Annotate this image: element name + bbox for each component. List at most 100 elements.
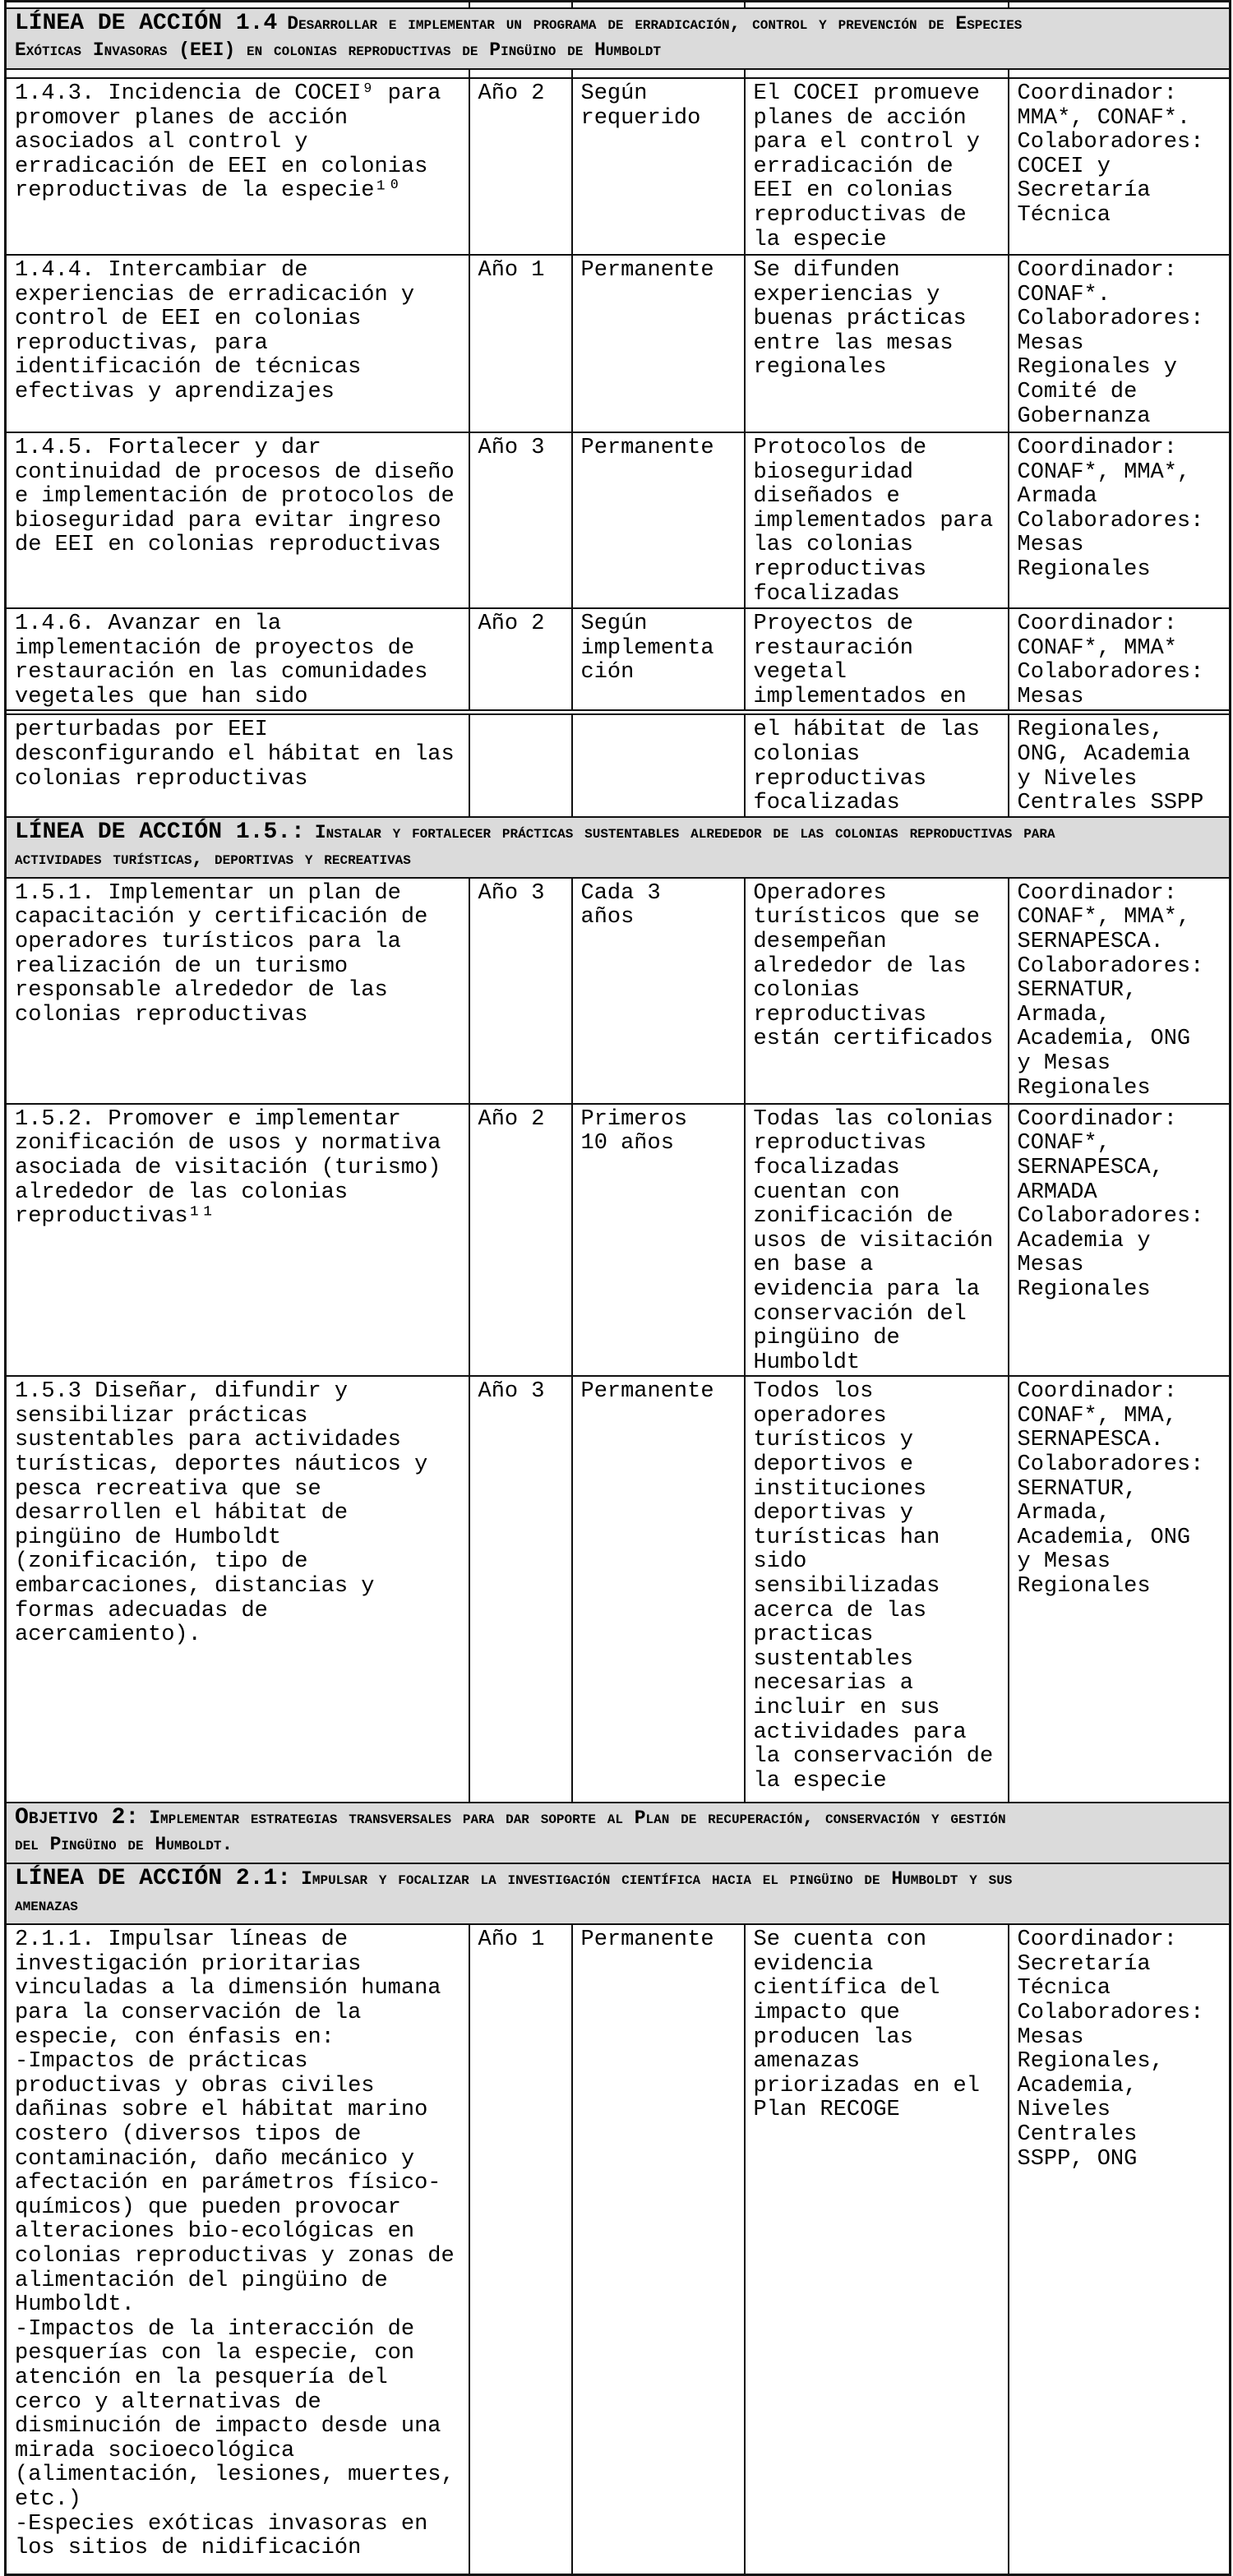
table-row-1-4-5: 1.4.5. Fortalecer y dar continuidad de p… <box>4 432 1231 609</box>
cell-responsible: Coordinador: Secretaría Técnica Colabora… <box>1007 1923 1231 2576</box>
action-text: perturbadas por EEI desconfigurando el h… <box>15 718 455 792</box>
action-text: 1.5.2. Promover e implementar zonificaci… <box>15 1106 441 1230</box>
indicator-text: el hábitat de las colonias reproductivas… <box>753 718 980 816</box>
frequency-text: Permanente <box>580 436 714 460</box>
indicator-text: El COCEI promueve planes de acción para … <box>753 81 980 252</box>
cell-action: 2.1.1. Impulsar líneas de investigación … <box>4 1923 470 2576</box>
cell-frequency: Según requerido <box>570 77 746 256</box>
table-row-1-4-4: 1.4.4. Intercambiar de experiencias de e… <box>4 254 1231 433</box>
year-text: Año 3 <box>478 436 545 460</box>
action-text: 1.4.5. Fortalecer y dar continuidad de p… <box>15 436 455 558</box>
section-header-prefix: LÍNEA DE ACCIÓN 2.1: <box>15 1866 292 1892</box>
cell-indicator: Se cuenta con evidencia científica del i… <box>743 1923 1009 2576</box>
section-header-row-linea-1-4: LÍNEA DE ACCIÓN 1.4 Desarrollar e impleme… <box>4 7 1231 70</box>
empty-cell <box>743 68 1009 79</box>
cell-responsible: Regionales, ONG, Academia y Niveles Cent… <box>1007 713 1231 818</box>
table-row-1-5-2: 1.5.2. Promover e implementar zonificaci… <box>4 1102 1231 1378</box>
frequency-text: Permanente <box>580 1379 714 1405</box>
section-header-cell: LÍNEA DE ACCIÓN 1.4 Desarrollar e impleme… <box>4 7 1231 70</box>
cell-year <box>468 713 573 818</box>
table-row-1-5-3: 1.5.3 Diseñar, difundir y sensibilizar p… <box>4 1375 1231 1804</box>
section-header-title: Instalar y fortalecer prácticas sustenta… <box>15 821 1055 870</box>
action-text: 1.4.4. Intercambiar de experiencias de e… <box>15 258 415 404</box>
action-text: 1.5.3 Diseñar, difundir y sensibilizar p… <box>15 1379 428 1648</box>
cell-frequency: Permanente <box>570 1375 746 1804</box>
frequency-text: Cada 3 años <box>580 880 661 930</box>
indicator-text: Proyectos de restauración vegetal implem… <box>753 612 967 709</box>
indicator-text: Operadores turísticos que se desempeñan … <box>753 880 994 1052</box>
cell-responsible: Coordinador: CONAF*, MMA, SERNAPESCA. Co… <box>1007 1375 1231 1804</box>
action-text: 1.4.6. Avanzar en la implementación de p… <box>15 612 428 709</box>
responsible-text: Coordinador: CONAF*, MMA*, SERNAPESCA. C… <box>1017 880 1204 1101</box>
indicator-text: Protocolos de bioseguridad diseñados e i… <box>753 436 994 607</box>
cell-action: 1.4.6. Avanzar en la implementación de p… <box>4 607 470 712</box>
cell-frequency <box>570 713 746 818</box>
frequency-text: Permanente <box>580 1927 714 1953</box>
cell-indicator: Protocolos de bioseguridad diseñados e i… <box>743 432 1009 609</box>
clipped-header-row <box>4 68 1231 79</box>
empty-cell <box>743 0 1009 9</box>
empty-cell <box>468 68 573 79</box>
section-header-row-objetivo-2: Objetivo 2: Implementar estrategias trans… <box>4 1802 1231 1865</box>
cell-indicator: Todos los operadores turísticos y deport… <box>743 1375 1009 1804</box>
table-row-1-4-3: 1.4.3. Incidencia de COCEI⁹ para promove… <box>4 77 1231 256</box>
cell-frequency: Permanente <box>570 432 746 609</box>
indicator-text: Todos los operadores turísticos y deport… <box>753 1379 994 1794</box>
cell-frequency: Primeros 10 años <box>570 1102 746 1378</box>
year-text: Año 2 <box>478 1106 545 1132</box>
cell-responsible: Coordinador: CONAF*. Colaboradores: Mesa… <box>1007 254 1231 433</box>
section-header-text: LÍNEA DE ACCIÓN 2.1: Impulsar y focalizar… <box>15 1867 1222 1919</box>
year-text: Año 2 <box>478 81 545 106</box>
cell-frequency: Permanente <box>570 254 746 433</box>
page-break-gap <box>4 709 1231 716</box>
cell-year: Año 1 <box>468 1923 573 2576</box>
cell-action: 1.4.3. Incidencia de COCEI⁹ para promove… <box>4 77 470 256</box>
empty-cell <box>1007 0 1231 9</box>
section-header-cell: LÍNEA DE ACCIÓN 1.5.: Instalar y fortalec… <box>4 815 1231 879</box>
cell-responsible: Coordinador: CONAF*, SERNAPESCA, ARMADA … <box>1007 1102 1231 1378</box>
cell-year: Año 1 <box>468 254 573 433</box>
action-text: 2.1.1. Impulsar líneas de investigación … <box>15 1927 455 2561</box>
section-header-cell: Objetivo 2: Implementar estrategias trans… <box>4 1802 1231 1865</box>
empty-cell <box>468 0 573 9</box>
responsible-text: Coordinador: CONAF*. Colaboradores: Mesa… <box>1017 258 1204 429</box>
cell-indicator: Se difunden experiencias y buenas prácti… <box>743 254 1009 433</box>
section-header-prefix: Objetivo 2: <box>15 1805 140 1831</box>
clipped-row-top <box>4 0 1231 9</box>
indicator-text: Se cuenta con evidencia científica del i… <box>753 1927 980 2123</box>
cell-indicator: El COCEI promueve planes de acción para … <box>743 77 1009 256</box>
cell-year: Año 3 <box>468 432 573 609</box>
cell-action: perturbadas por EEI desconfigurando el h… <box>4 713 470 818</box>
action-text: 1.5.1. Implementar un plan de capacitaci… <box>15 880 428 1027</box>
cell-indicator: Operadores turísticos que se desempeñan … <box>743 876 1009 1105</box>
cell-frequency: Según implementa ción <box>570 607 746 712</box>
responsible-text: Coordinador: MMA*, CONAF*. Colaboradores… <box>1017 81 1204 228</box>
year-text: Año 2 <box>478 612 545 636</box>
cell-responsible: Coordinador: CONAF*, MMA* Colaboradores:… <box>1007 607 1231 712</box>
empty-cell <box>570 68 746 79</box>
table-row-2-1-1: 2.1.1. Impulsar líneas de investigación … <box>4 1923 1231 2576</box>
year-text: Año 1 <box>478 1927 545 1953</box>
section-header-text: Objetivo 2: Implementar estrategias trans… <box>15 1806 1222 1858</box>
responsible-text: Coordinador: CONAF*, SERNAPESCA, ARMADA … <box>1017 1106 1204 1302</box>
section-header-prefix: LÍNEA DE ACCIÓN 1.4 <box>15 11 278 36</box>
cell-action: 1.4.4. Intercambiar de experiencias de e… <box>4 254 470 433</box>
section-header-row-linea-2-1: LÍNEA DE ACCIÓN 2.1: Impulsar y focalizar… <box>4 1863 1231 1926</box>
year-text: Año 1 <box>478 258 545 283</box>
empty-cell <box>570 0 746 9</box>
section-header-prefix: LÍNEA DE ACCIÓN 1.5.: <box>15 819 305 845</box>
cell-year: Año 2 <box>468 607 573 712</box>
responsible-text: Coordinador: CONAF*, MMA* Colaboradores:… <box>1017 612 1204 709</box>
table-row-1-4-6-part2: perturbadas por EEI desconfigurando el h… <box>4 713 1231 818</box>
section-header-text: LÍNEA DE ACCIÓN 1.5.: Instalar y fortalec… <box>15 819 1222 873</box>
cell-year: Año 3 <box>468 876 573 1105</box>
cell-indicator: Todas las colonias reproductivas focaliz… <box>743 1102 1009 1378</box>
responsible-text: Regionales, ONG, Academia y Niveles Cent… <box>1017 718 1204 816</box>
year-text: Año 3 <box>478 1379 545 1405</box>
action-plan-table: LÍNEA DE ACCIÓN 1.4 Desarrollar e impleme… <box>4 0 1231 2576</box>
frequency-text: Según requerido <box>580 81 701 131</box>
cell-responsible: Coordinador: CONAF*, MMA*, SERNAPESCA. C… <box>1007 876 1231 1105</box>
cell-action: 1.4.5. Fortalecer y dar continuidad de p… <box>4 432 470 609</box>
cell-responsible: Coordinador: MMA*, CONAF*. Colaboradores… <box>1007 77 1231 256</box>
